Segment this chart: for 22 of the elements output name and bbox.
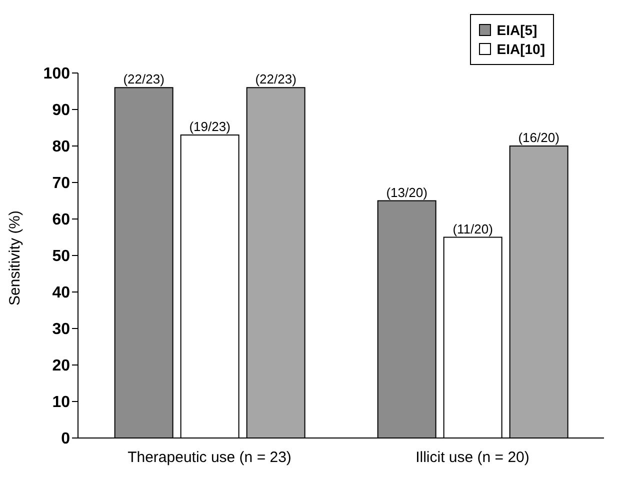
legend-label: EIA[10] [496, 41, 545, 57]
y-axis-title: Sensitivity (%) [6, 210, 24, 306]
y-tick-label: 0 [61, 430, 70, 448]
y-tick-label: 70 [52, 175, 70, 192]
y-tick-label: 40 [52, 284, 70, 302]
data-label: (22/23) [123, 72, 164, 87]
y-tick-label: 60 [52, 212, 70, 229]
y-tick-label: 50 [52, 248, 70, 266]
legend-label: EIA[5] [496, 22, 538, 38]
y-tick-label: 20 [52, 358, 70, 375]
y-tick-label: 30 [52, 321, 70, 338]
y-tick-label: 90 [52, 102, 70, 120]
data-label: (19/23) [189, 119, 230, 134]
data-label: (16/20) [518, 130, 560, 145]
y-tick-label: 10 [52, 394, 70, 412]
y-tick-label: 80 [52, 138, 70, 156]
x-tick-label: Therapeutic use (n = 23) [128, 449, 292, 466]
data-label: (11/20) [452, 221, 493, 236]
y-tick-label: 100 [43, 66, 70, 83]
data-label: (13/20) [386, 184, 428, 200]
x-tick-label: Illicit use (n = 20) [416, 449, 530, 466]
data-label: (22/23) [255, 72, 296, 87]
